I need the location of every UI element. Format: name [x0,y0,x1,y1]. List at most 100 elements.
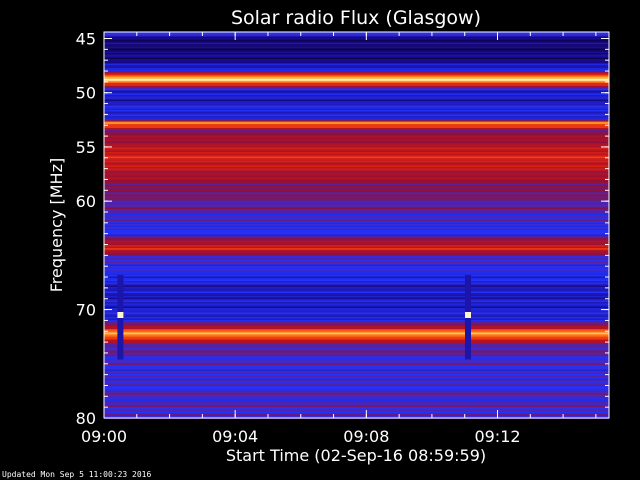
intensity-row [104,413,609,415]
bright-line-core [104,78,609,81]
intensity-row [104,125,609,127]
intensity-row [104,266,609,268]
y-tick-label: 50 [76,84,96,103]
intensity-row [104,99,609,102]
intensity-row [104,315,609,318]
intensity-row [104,260,609,262]
intensity-row [104,363,609,366]
intensity-row [104,116,609,118]
intensity-row [104,119,609,121]
intensity-row [104,297,609,300]
x-axis-label: Start Time (02-Sep-16 08:59:59) [226,446,486,465]
intensity-row [104,302,609,304]
intensity-row [104,282,609,285]
intensity-row [104,156,609,159]
intensity-row [104,336,609,339]
intensity-row [104,105,609,108]
bright-line-core [104,247,609,250]
intensity-row [104,407,609,409]
intensity-row [104,269,609,271]
burst-peak [117,311,124,318]
intensity-row [104,350,609,352]
intensity-row [104,276,609,279]
intensity-row [104,243,609,246]
intensity-row [104,231,609,234]
intensity-row [104,149,609,151]
intensity-row [104,153,609,156]
intensity-row [104,89,609,91]
intensity-row [104,299,609,301]
intensity-row [104,410,609,412]
intensity-row [104,224,609,226]
intensity-row [104,323,609,325]
intensity-row [104,375,609,378]
intensity-row [104,72,609,75]
intensity-row [104,102,609,105]
y-tick-label: 55 [76,138,96,157]
intensity-row [104,51,609,54]
intensity-row [104,293,609,295]
intensity-row [104,45,609,48]
intensity-row [104,161,609,163]
intensity-row [104,128,609,130]
intensity-row [104,69,609,72]
y-tick-label: 70 [76,301,96,320]
intensity-row [104,330,609,333]
intensity-row [104,341,609,343]
intensity-row [104,285,609,288]
intensity-row [104,188,609,190]
intensity-row [104,251,609,253]
x-tick-label: 09:08 [343,427,389,446]
intensity-row [104,155,609,157]
intensity-row [104,365,609,367]
intensity-row [104,240,609,243]
intensity-row [104,258,609,261]
intensity-row [104,362,609,364]
y-axis-label: Frequency [MHz] [47,158,66,292]
intensity-row [104,204,609,207]
intensity-row [104,237,609,240]
intensity-row [104,197,609,199]
intensity-row [104,357,609,360]
intensity-row [104,147,609,150]
intensity-rows [104,32,609,420]
intensity-row [104,41,609,43]
intensity-row [104,356,609,358]
intensity-row [104,402,609,405]
intensity-row [104,47,609,49]
intensity-row [104,182,609,184]
intensity-row [104,63,609,66]
intensity-row [104,146,609,148]
x-tick-label: 09:00 [81,427,127,446]
intensity-row [104,221,609,223]
y-tick-label: 60 [76,192,96,211]
intensity-row [104,384,609,387]
bright-line-core [104,122,609,125]
intensity-row [104,252,609,255]
intensity-row [104,338,609,340]
intensity-row [104,279,609,282]
intensity-row [104,81,609,84]
intensity-row [104,212,609,214]
intensity-row [104,131,609,133]
intensity-row [104,306,609,309]
intensity-row [104,392,609,394]
intensity-row [104,137,609,139]
intensity-row [104,209,609,211]
intensity-row [104,186,609,189]
intensity-row [104,416,609,418]
intensity-row [104,405,609,408]
intensity-row [104,35,609,37]
vertical-bursts [117,274,471,360]
intensity-row [104,270,609,273]
intensity-row [104,257,609,259]
intensity-row [104,396,609,399]
intensity-row [104,339,609,342]
intensity-row [104,369,609,372]
intensity-row [104,95,609,97]
intensity-row [104,228,609,231]
intensity-row [104,50,609,52]
y-tick-label: 45 [76,30,96,49]
burst-peak [464,311,471,318]
intensity-row [104,68,609,70]
